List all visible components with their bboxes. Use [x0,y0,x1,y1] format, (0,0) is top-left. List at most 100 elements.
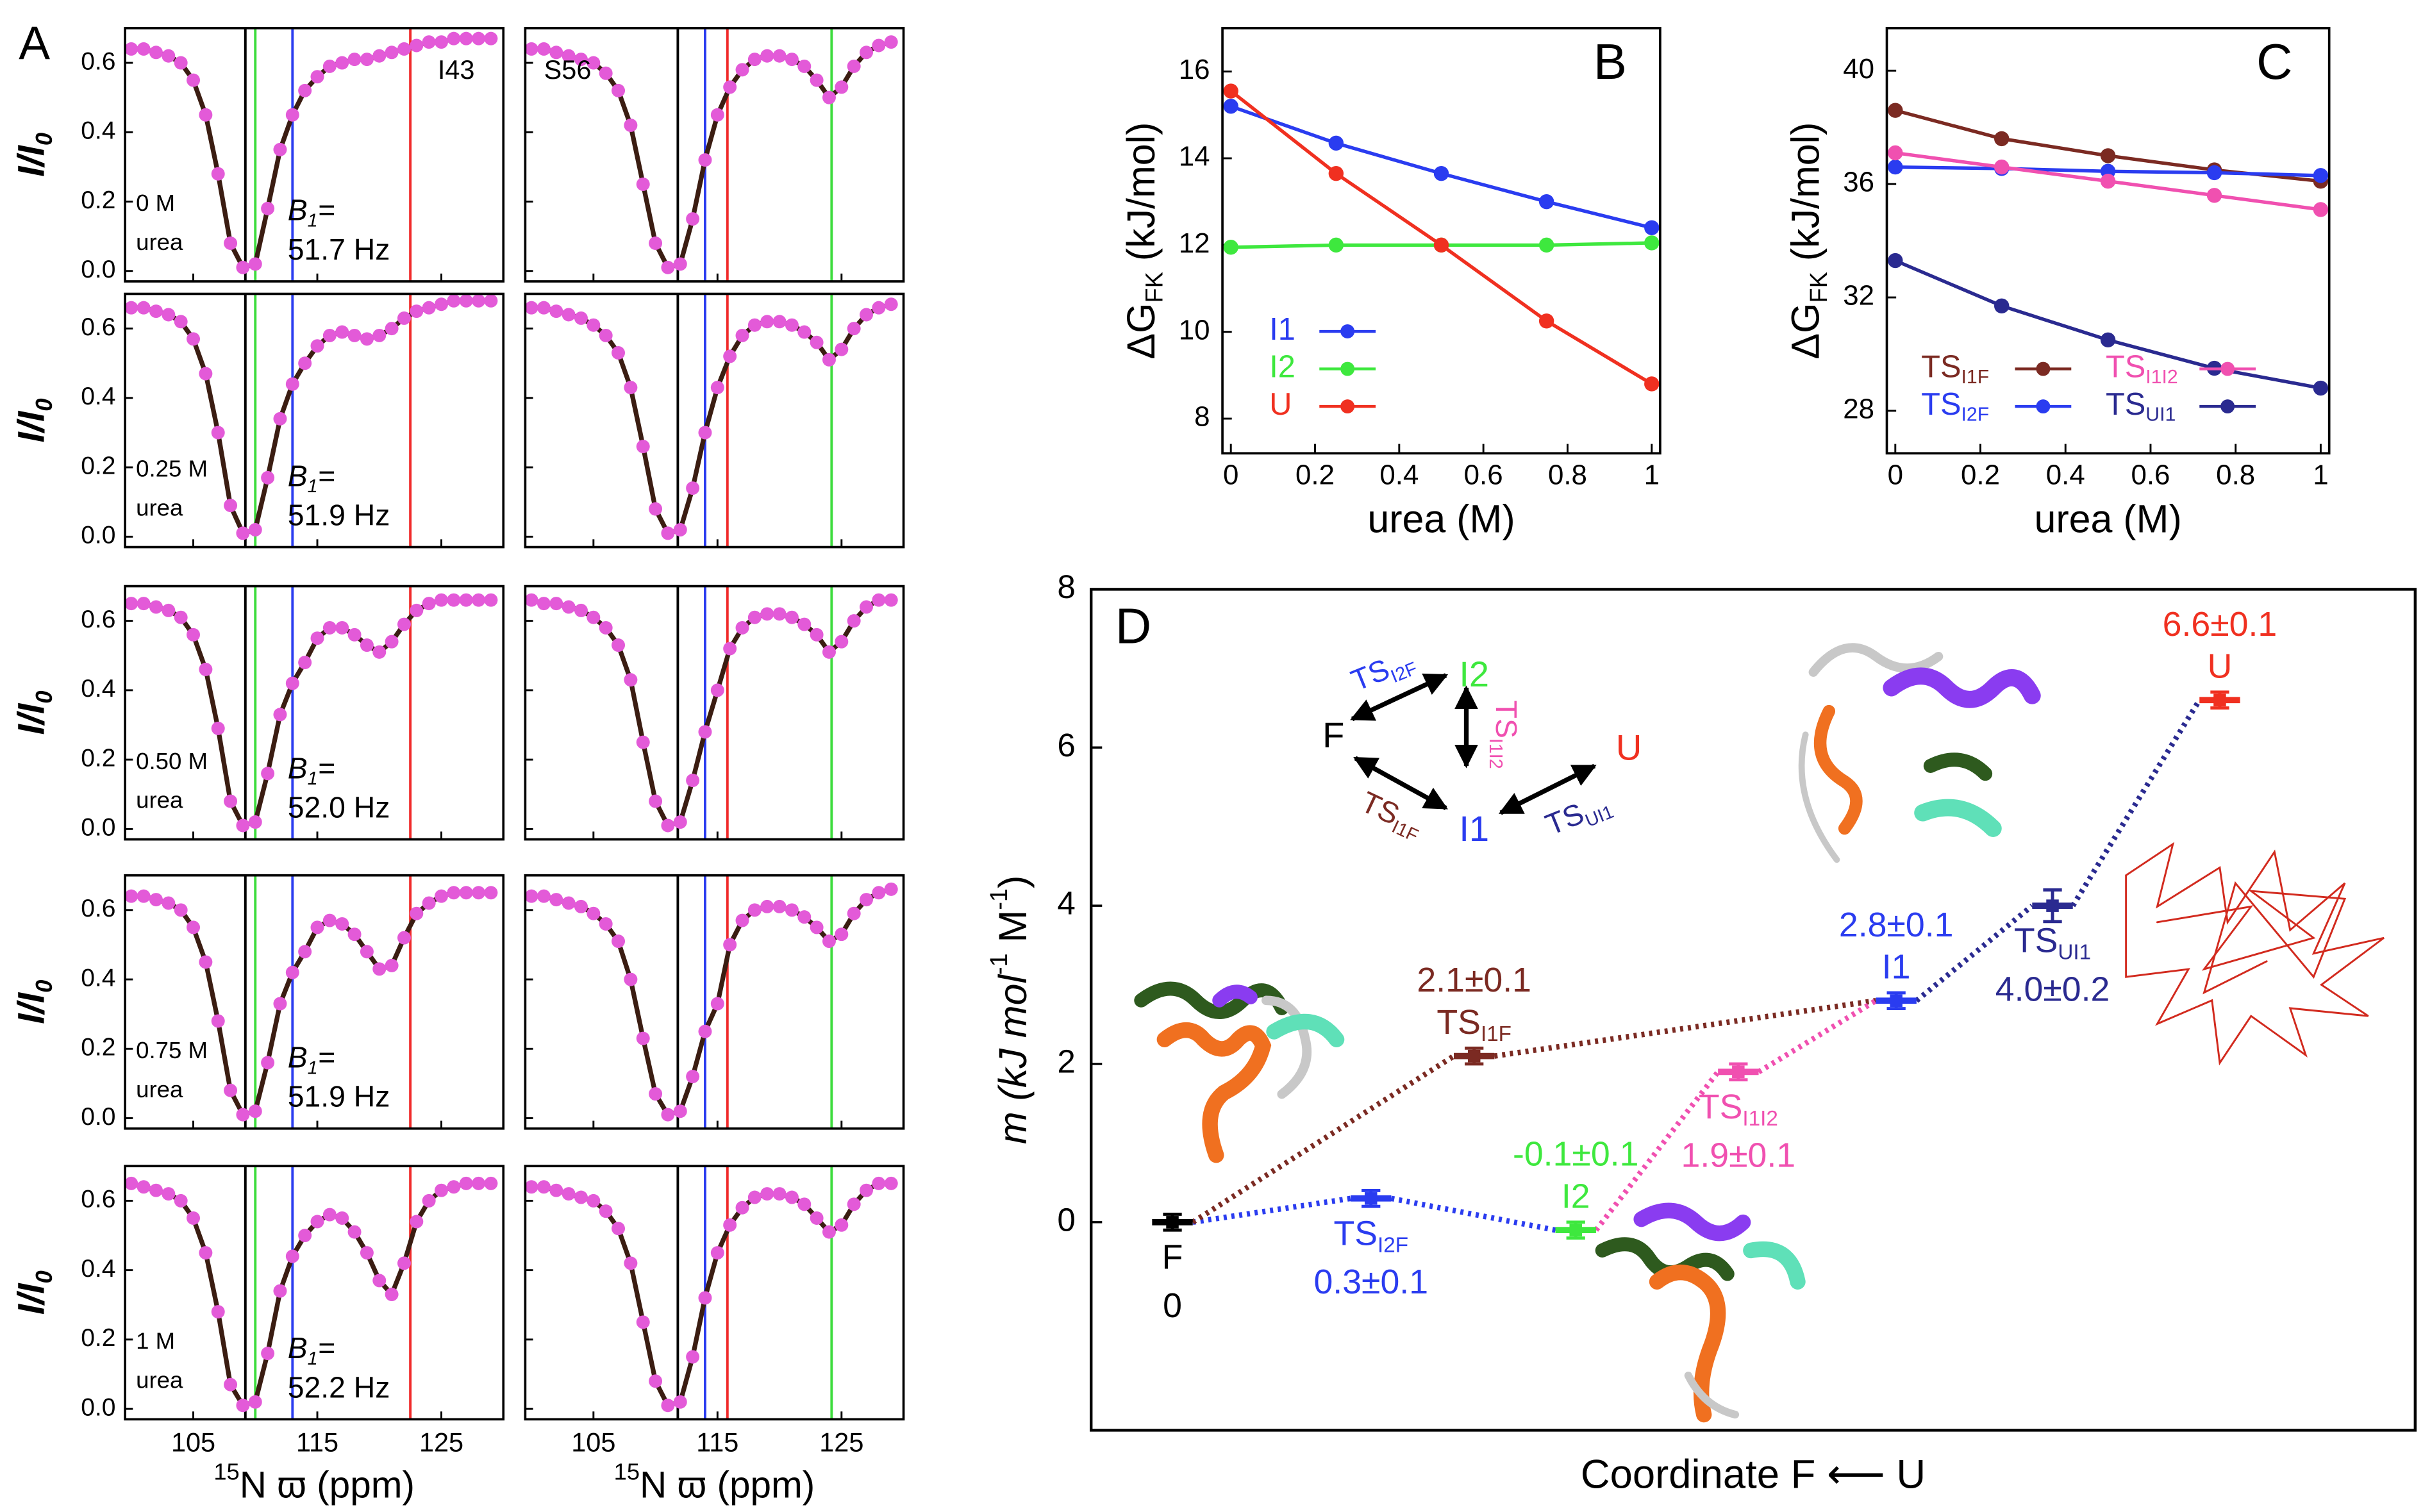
data-point [162,603,176,617]
urea-label: 0.75 M [136,1037,208,1063]
data-point [822,1225,836,1239]
data-point [310,70,324,84]
data-point [562,1187,576,1201]
data-point [747,53,762,67]
data-point [1538,313,1554,329]
data-point [661,526,675,540]
data-point [574,311,588,325]
data-point [636,1315,650,1329]
data-point [360,1246,374,1260]
data-point [810,335,824,349]
x-tick-label: 0.8 [2216,459,2255,490]
data-point [397,311,411,325]
pathway-connector [2070,698,2202,908]
data-point [174,315,188,329]
data-point [199,662,213,676]
y-tick-label: 8 [1057,569,1075,605]
b1-label: 52.2 Hz [288,1370,390,1404]
data-point [710,108,724,122]
data-point [273,708,287,722]
data-point [698,1291,712,1305]
legend-label: TSUI1 [2106,387,2176,426]
y-tick-label: 28 [1843,394,1874,425]
data-point [661,260,675,274]
data-point [822,935,836,949]
data-point [723,80,737,94]
x-tick-label: 0.6 [2131,459,2170,490]
state-marker [1467,1049,1481,1063]
state-name: TSI2F [1333,1214,1408,1257]
data-point [624,1256,638,1270]
y-axis-label: ΔGFK (kJ/mol) [1784,122,1833,360]
data-point [248,1104,262,1118]
plot-frame [1221,27,1661,455]
y-tick-label: 0.2 [81,187,115,214]
data-point [710,1246,724,1260]
data-point [372,49,387,63]
y-tick-label: 0.4 [81,675,115,702]
data-point [810,627,824,642]
data-point [422,896,436,910]
data-point [347,927,362,942]
y-tick-label: 0.4 [81,1255,115,1283]
data-point [686,774,700,788]
scheme-label: TSI1I2 [1486,701,1523,769]
y-tick-label: 16 [1179,54,1210,85]
y-tick-label: 0.2 [81,1324,115,1352]
data-point [1328,135,1344,151]
y-axis-label: I/I0 [11,133,57,177]
data-point [810,920,824,935]
data-point [1538,237,1554,253]
data-point [298,83,312,97]
data-point [385,958,399,972]
data-point [822,90,836,104]
data-point [347,627,362,642]
data-point [847,322,861,336]
data-point [562,600,576,614]
data-point [860,600,874,614]
data-point [422,35,436,49]
data-point [537,597,551,611]
state-name: TSI1I2 [1699,1088,1778,1131]
data-point [124,42,138,56]
data-point [360,332,374,346]
data-point [710,381,724,395]
legend-swatch [2220,361,2235,376]
data-point [385,322,399,336]
data-point [335,917,349,931]
data-point [760,607,774,621]
data-point [599,1204,613,1218]
data-point [747,610,762,624]
data-point [472,1176,486,1190]
data-point [149,46,163,60]
data-point [174,903,188,917]
data-point [2313,168,2329,183]
pathway-connector [1390,1195,1556,1233]
scheme-label: U [1616,727,1642,767]
urea-label: 1 M [136,1328,175,1354]
data-point [1223,99,1238,114]
data-point [261,201,275,215]
y-tick-label: 40 [1843,53,1874,85]
data-point [686,1350,700,1364]
data-point [1644,220,1660,235]
data-point [236,526,250,540]
data-point [224,794,238,808]
data-point [686,481,700,495]
state-name: U [2208,647,2233,686]
state-value-label: 0 [1163,1286,1182,1325]
panel-letter: A [19,17,50,70]
data-point [435,889,449,903]
y-tick-label: 0.4 [81,117,115,145]
x-tick-label: 115 [296,1427,338,1457]
data-point [385,635,399,649]
data-point [335,325,349,339]
data-point [884,882,898,896]
data-point [835,80,849,94]
urea-label: 0.25 M [136,456,208,482]
data-point [860,893,874,907]
data-point [860,308,874,322]
data-point [211,426,225,440]
data-point [199,367,213,381]
y-tick-label: 0.0 [81,1103,115,1131]
